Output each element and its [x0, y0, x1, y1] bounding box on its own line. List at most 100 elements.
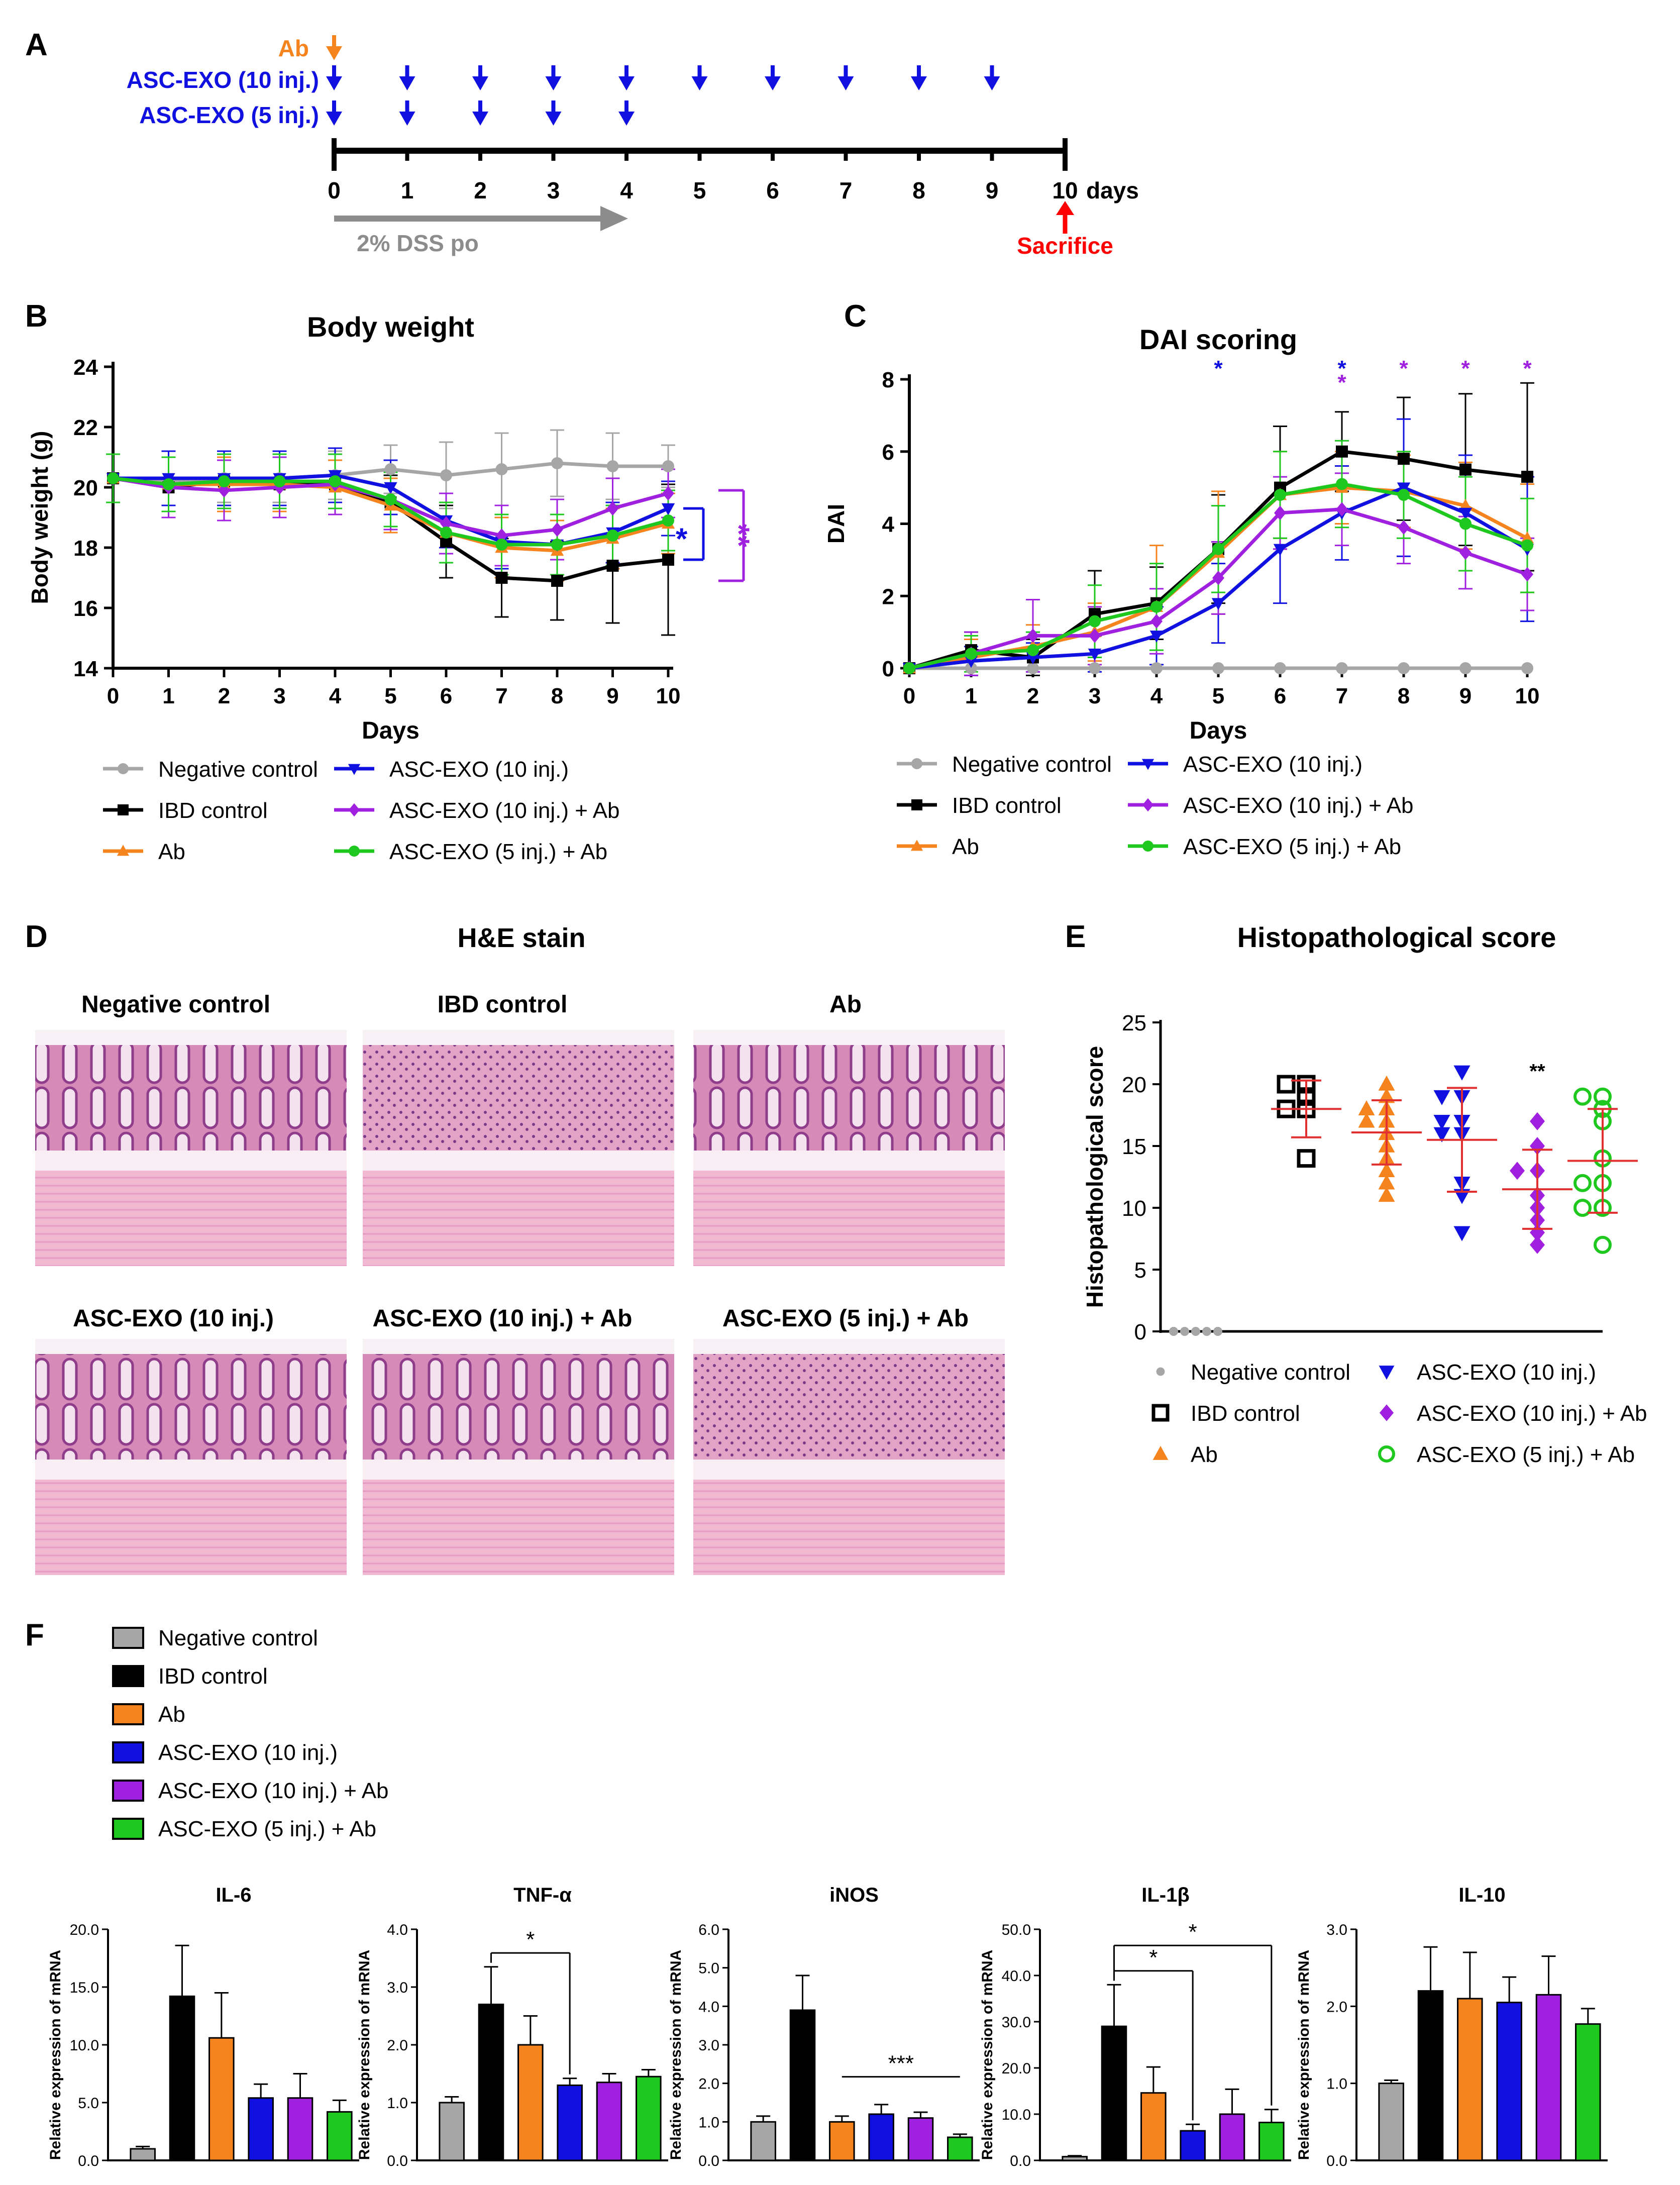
- legend-label-neg: Negative control: [952, 752, 1112, 777]
- he-submucosa: [363, 1460, 674, 1480]
- y-tick-label: 20.0: [1002, 2060, 1031, 2077]
- x-tick-label: 1: [162, 684, 174, 708]
- y-tick-label: 5: [1134, 1258, 1146, 1283]
- sig-star: **: [1529, 1061, 1545, 1083]
- y-tick-label: 18: [73, 536, 98, 561]
- y-tick-label: 1.0: [698, 2114, 719, 2131]
- data-point-exo10ab: [440, 516, 452, 531]
- sig-star: *: [1337, 356, 1346, 381]
- legend-label-exo10: ASC-EXO (10 inj.): [1183, 752, 1362, 777]
- y-tick-label: 1.0: [387, 2095, 408, 2112]
- data-point-exo10ab: [1212, 570, 1224, 585]
- x-tick-label: 5: [1212, 684, 1224, 708]
- he-submucosa: [35, 1460, 347, 1480]
- y-tick-label: 20.0: [70, 1922, 99, 1938]
- legend-label-ibd: IBD control: [1191, 1401, 1300, 1426]
- timeline-exo5-label: ASC-EXO (5 inj.): [139, 102, 319, 128]
- y-tick-label: 10.0: [1002, 2107, 1031, 2123]
- timeline-tick-label: 2: [474, 177, 487, 203]
- legend-marker-exo10ab: [1380, 1404, 1394, 1421]
- cytokine-bar-charts: IL-6 0.0 5.0 10.0 15.0 20.0 Relative expressio…: [47, 1884, 1608, 2169]
- bar-neg: [130, 2148, 156, 2161]
- bar-exo10ab: [287, 2097, 313, 2161]
- chart-title: iNOS: [829, 1884, 879, 1906]
- bar-exo10: [248, 2097, 274, 2161]
- sig-star: *: [526, 1927, 535, 1952]
- score-point-exo5ab: [1573, 1199, 1592, 1217]
- data-point-neg: [440, 469, 452, 481]
- legend-marker-ibd: [118, 804, 129, 815]
- data-point-neg: [495, 463, 508, 475]
- he-mucosa: [35, 1045, 347, 1151]
- panel-label-d: D: [25, 919, 48, 954]
- score-point-exo10: [1453, 1226, 1471, 1241]
- arrow-head: [911, 76, 927, 90]
- score-point-neg: [1180, 1327, 1189, 1336]
- data-point-exo10ab: [1274, 505, 1286, 521]
- x-tick-label: 2: [218, 684, 230, 708]
- he-image-2: IBD control: [363, 991, 674, 1266]
- he-image-label: Negative control: [81, 991, 270, 1018]
- score-point-ab: [1378, 1187, 1395, 1202]
- bar-exo10: [1496, 2002, 1522, 2161]
- exo10-injection-arrow: [326, 65, 342, 90]
- legend-label-ibd: IBD control: [158, 798, 268, 823]
- timeline-tick-label: 1: [401, 177, 414, 203]
- y-tick-label: 15.0: [70, 1980, 99, 1996]
- data-point-exo10ab: [218, 483, 230, 498]
- exo10-injection-arrow: [545, 65, 562, 90]
- data-point-exo10ab: [1027, 628, 1039, 643]
- chart-title: DAI scoring: [1139, 324, 1297, 355]
- histopathological-score-chart: Histopathological score 0 5 10 15 20 25 Histopa…: [1082, 921, 1647, 1467]
- score-point-ab: [1378, 1075, 1395, 1091]
- data-point-exo5ab: [1274, 489, 1286, 501]
- y-tick-label: 15: [1122, 1134, 1146, 1159]
- arrow-head: [765, 76, 781, 90]
- timeline-markers: 0 1 2 3 4 5 6 7 8 9 10: [326, 35, 1078, 203]
- data-point-exo10: [1273, 544, 1287, 556]
- exo10-injection-arrow: [618, 65, 635, 90]
- x-tick-label: 4: [329, 684, 342, 708]
- he-muscularis: [35, 1480, 347, 1575]
- data-point-neg: [1521, 662, 1533, 674]
- arrow-head: [399, 76, 415, 90]
- y-tick-label: 3.0: [698, 2037, 719, 2054]
- bar-chart-il10: IL-10 0.0 1.0 2.0 3.0 Relative expression of …: [1296, 1884, 1608, 2169]
- legend-label-ab: Ab: [158, 840, 185, 864]
- score-point-exo10ab: [1530, 1112, 1545, 1130]
- data-point-exo10ab: [1089, 628, 1101, 643]
- he-image-1: Negative control: [35, 991, 347, 1266]
- bar-ab: [829, 2121, 855, 2161]
- x-tick-label: 10: [656, 684, 681, 708]
- arrow-head: [691, 76, 708, 90]
- data-point-exo5ab: [965, 648, 977, 660]
- data-point-exo5ab: [1150, 600, 1163, 613]
- legend-marker-ab: [1152, 1445, 1169, 1460]
- sig-star: ***: [888, 2051, 914, 2076]
- legend-marker-ibd: [1151, 1404, 1170, 1422]
- data-point-ibd: [1521, 471, 1533, 483]
- sig-star: *: [1214, 356, 1223, 381]
- legend-marker-ab: [910, 840, 923, 851]
- arrow-head: [472, 112, 488, 126]
- legend-label-ab: Ab: [952, 835, 979, 859]
- exo10-injection-arrow: [691, 65, 708, 90]
- data-point-exo10ab: [1336, 502, 1348, 517]
- data-point-ibd: [606, 560, 619, 572]
- bar-chart-il1b: IL-1β 0.0 10.0 20.0 30.0 40.0 50.0 Relative exp…: [979, 1884, 1291, 2169]
- data-point-neg: [551, 457, 563, 469]
- arrow-head: [326, 112, 342, 126]
- sig-star: *: [1189, 1920, 1197, 1944]
- y-tick-label: 4.0: [698, 1999, 719, 2015]
- bar-ab: [208, 2037, 235, 2161]
- y-tick-label: 4.0: [387, 1922, 408, 1938]
- sacrifice-arrow-head: [1056, 201, 1074, 215]
- legend-label-exo5ab: ASC-EXO (5 inj.) + Ab: [389, 840, 607, 864]
- he-image-label: ASC-EXO (10 inj.): [73, 1305, 274, 1332]
- bar-neg: [750, 2121, 776, 2161]
- x-tick-label: 4: [1150, 684, 1163, 708]
- data-point-neg: [1459, 662, 1472, 674]
- panel-label-a: A: [25, 28, 48, 62]
- score-point-ab: [1378, 1162, 1395, 1177]
- legend-label-ibd: IBD control: [952, 793, 1062, 818]
